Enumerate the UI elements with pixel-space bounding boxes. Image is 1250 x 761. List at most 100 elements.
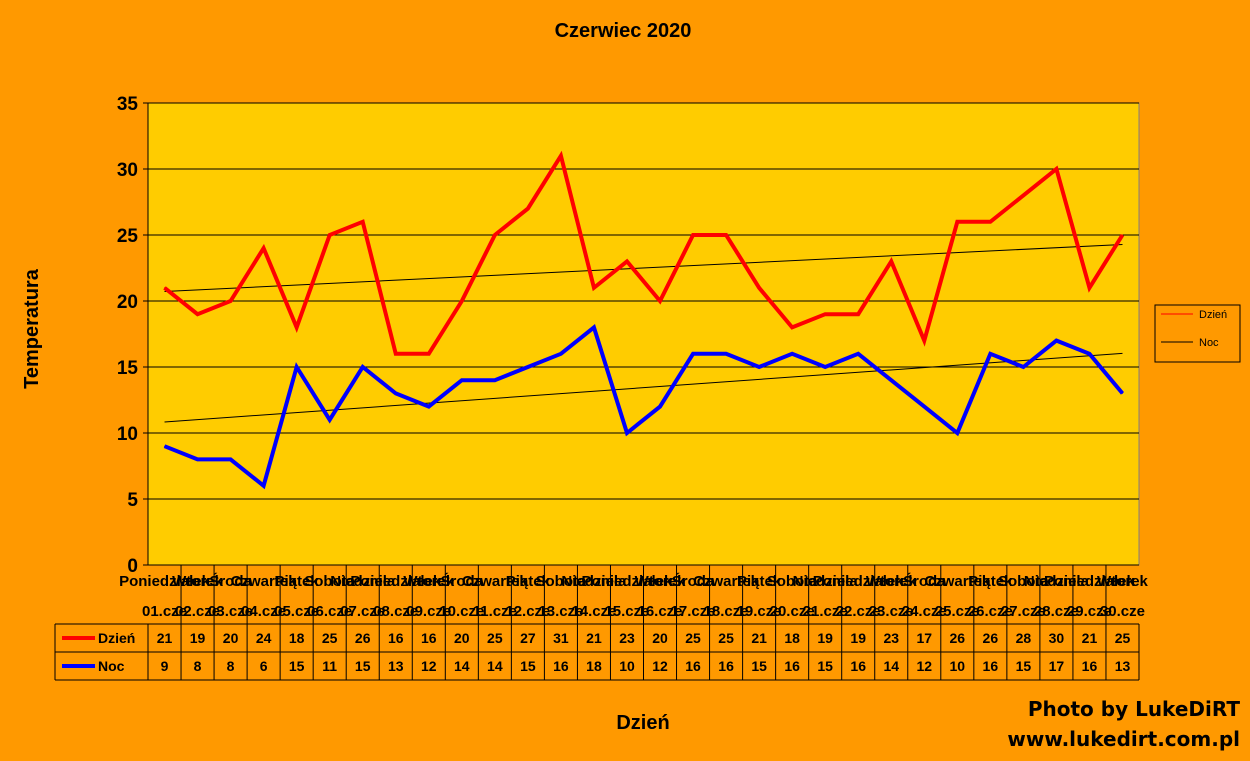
table-value: 16 [850, 658, 866, 674]
table-value: 20 [652, 630, 668, 646]
x-weekday-label: Wtorek [1097, 573, 1148, 590]
data-point [725, 234, 727, 236]
x-weekday-label: Poniedziałek [582, 573, 674, 590]
table-value: 20 [223, 630, 239, 646]
data-point [560, 155, 562, 157]
x-date-label: 25.cze [935, 603, 980, 620]
x-date-label: 23.cze [869, 603, 914, 620]
table-value: 14 [487, 658, 503, 674]
x-date-label: 11.cze [473, 603, 517, 620]
plot-area [147, 102, 1140, 566]
table-value: 26 [983, 630, 999, 646]
x-weekday-label: Sobota [304, 573, 355, 590]
table-value: 16 [685, 658, 701, 674]
x-axis-title: Dzień [616, 712, 669, 734]
data-point [890, 379, 892, 381]
x-date-label: 28.cze [1034, 603, 1079, 620]
table-value: 23 [619, 630, 635, 646]
data-point [395, 392, 397, 394]
gridlines [148, 102, 1139, 500]
table-value: 12 [421, 658, 437, 674]
table-value: 25 [322, 630, 338, 646]
x-weekday-label: Piątek [506, 573, 551, 590]
data-point [659, 300, 661, 302]
data-point [956, 432, 958, 434]
y-tick-label: 35 [117, 94, 139, 115]
data-point [197, 458, 199, 460]
x-date-label: 14.cze [571, 603, 616, 620]
y-tick-label: 10 [117, 424, 138, 445]
x-weekday-label: Poniedziałek [119, 573, 211, 590]
table-value: 18 [586, 658, 602, 674]
x-date-label: 12.cze [505, 603, 550, 620]
table-value: 21 [586, 630, 602, 646]
data-point [329, 419, 331, 421]
x-weekday-label: Poniedziałek [813, 573, 905, 590]
x-date-label: 18.cze [704, 603, 749, 620]
legend-label: Dzień [1199, 309, 1227, 321]
data-point [230, 300, 232, 302]
data-point [329, 234, 331, 236]
table-value: 27 [520, 630, 536, 646]
data-point [890, 260, 892, 262]
legend: Dzień Noc [1154, 304, 1241, 363]
x-axis-labels: PoniedziałekWtorekŚrodaCzwartekPiątekSob… [119, 572, 1148, 620]
data-point [857, 313, 859, 315]
data-point [593, 326, 595, 328]
x-date-label: 27.cze [1001, 603, 1046, 620]
table-value: 24 [256, 630, 272, 646]
data-point [263, 485, 265, 487]
x-date-label: 30.cze [1100, 603, 1145, 620]
x-weekday-label: Sobota [535, 573, 586, 590]
x-weekday-label: Poniedziałek [1044, 573, 1136, 590]
table-value: 18 [289, 630, 305, 646]
data-point [461, 379, 463, 381]
table-value: 12 [652, 658, 668, 674]
data-point [692, 234, 694, 236]
table-value: 25 [487, 630, 503, 646]
x-weekday-label: Sobota [998, 573, 1049, 590]
x-date-label: 06.cze [307, 603, 352, 620]
table-value: 8 [227, 658, 235, 674]
data-point [791, 353, 793, 355]
x-date-label: 02.cze [175, 603, 220, 620]
table-value: 19 [190, 630, 206, 646]
table-value: 21 [157, 630, 173, 646]
table-value: 25 [685, 630, 701, 646]
data-point [758, 366, 760, 368]
data-point [659, 406, 661, 408]
x-weekday-label: Wtorek [635, 573, 686, 590]
data-point [1088, 353, 1090, 355]
table-value: 26 [355, 630, 371, 646]
x-weekday-label: Wtorek [403, 573, 454, 590]
table-value: 15 [355, 658, 371, 674]
x-weekday-label: Piątek [968, 573, 1013, 590]
x-date-label: 16.cze [637, 603, 682, 620]
table-value: 30 [1049, 630, 1065, 646]
data-point [1121, 234, 1123, 236]
table-value: 11 [322, 658, 337, 674]
table-series-label: Dzień [98, 630, 135, 646]
data-point [1055, 168, 1057, 170]
table-value: 16 [718, 658, 734, 674]
chart-title: Czerwiec 2020 [555, 20, 692, 42]
data-point [296, 366, 298, 368]
x-weekday-label: Środa [672, 572, 715, 590]
data-point [230, 458, 232, 460]
table-value: 17 [916, 630, 932, 646]
table-value: 9 [161, 658, 169, 674]
data-point [923, 340, 925, 342]
data-point [857, 353, 859, 355]
x-weekday-label: Sobota [767, 573, 818, 590]
x-date-label: 08.cze [373, 603, 418, 620]
table-value: 6 [260, 658, 268, 674]
data-point [758, 287, 760, 289]
table-value: 21 [751, 630, 767, 646]
table-value: 16 [1082, 658, 1098, 674]
data-point [494, 379, 496, 381]
series-line [163, 150, 1125, 356]
table-value: 25 [1115, 630, 1131, 646]
x-date-label: 29.cze [1067, 603, 1112, 620]
data-point [989, 221, 991, 223]
table-value: 28 [1016, 630, 1032, 646]
